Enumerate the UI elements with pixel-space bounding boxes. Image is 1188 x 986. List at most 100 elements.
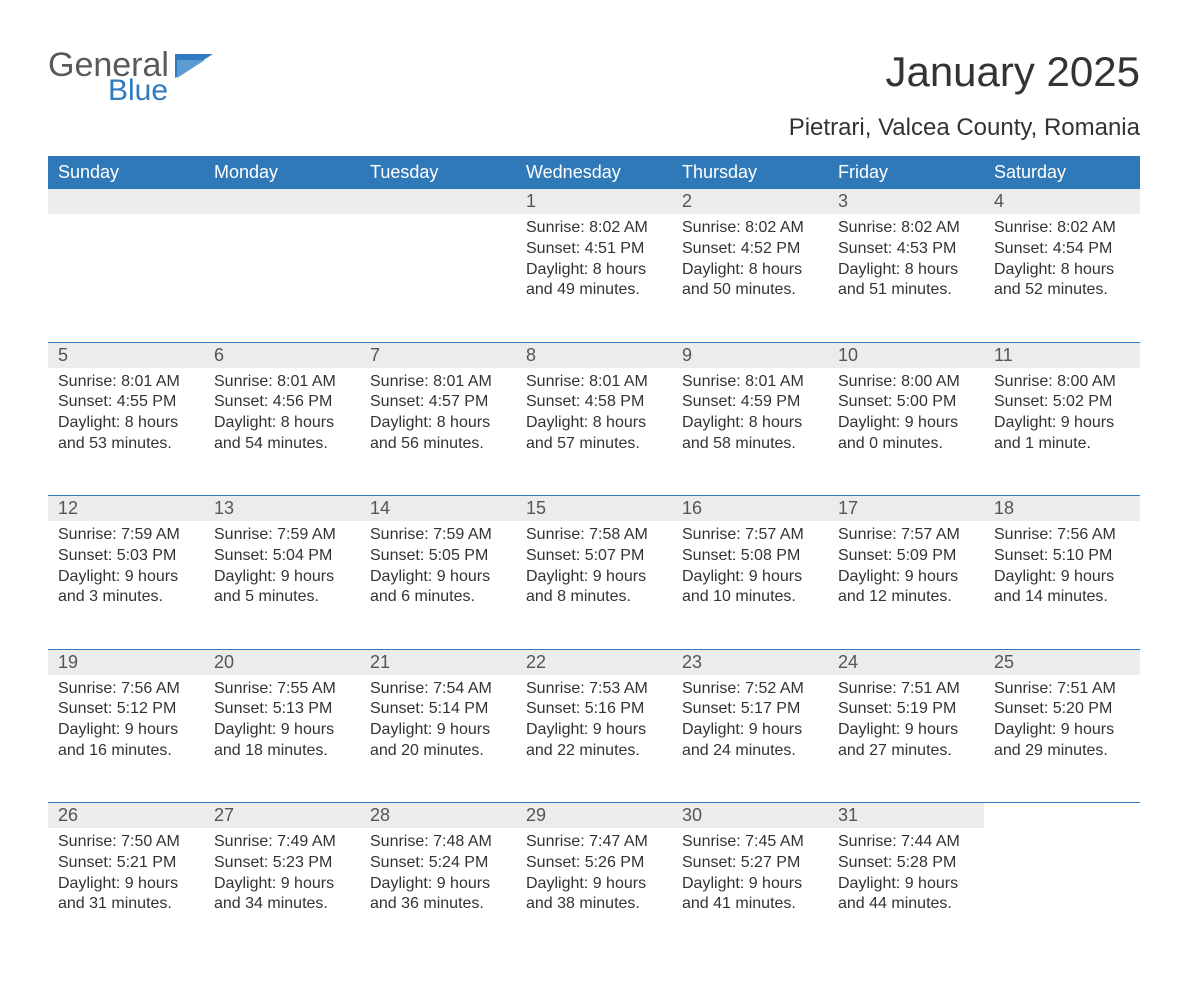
location-subtitle: Pietrari, Valcea County, Romania [789, 114, 1140, 142]
day-number: 8 [516, 343, 672, 368]
day-number: 12 [48, 496, 204, 521]
day-number [360, 189, 516, 214]
day-number: 6 [204, 343, 360, 368]
day-cell: Sunrise: 7:51 AMSunset: 5:19 PMDaylight:… [828, 675, 984, 803]
day-detail: Sunrise: 7:55 AMSunset: 5:13 PMDaylight:… [204, 675, 360, 776]
daynum-row: 12131415161718 [48, 496, 1140, 521]
day-cell: Sunrise: 7:55 AMSunset: 5:13 PMDaylight:… [204, 675, 360, 803]
weekday-header: Friday [828, 156, 984, 189]
day-number: 20 [204, 650, 360, 675]
day-number: 2 [672, 189, 828, 214]
day-cell: Sunrise: 7:58 AMSunset: 5:07 PMDaylight:… [516, 521, 672, 649]
day-number: 3 [828, 189, 984, 214]
day-content-row: Sunrise: 8:01 AMSunset: 4:55 PMDaylight:… [48, 368, 1140, 496]
day-cell: Sunrise: 8:02 AMSunset: 4:54 PMDaylight:… [984, 214, 1140, 342]
day-detail: Sunrise: 7:50 AMSunset: 5:21 PMDaylight:… [48, 828, 204, 929]
day-number: 22 [516, 650, 672, 675]
weekday-header: Sunday [48, 156, 204, 189]
day-detail: Sunrise: 8:01 AMSunset: 4:57 PMDaylight:… [360, 368, 516, 469]
day-detail: Sunrise: 7:51 AMSunset: 5:20 PMDaylight:… [984, 675, 1140, 776]
day-detail: Sunrise: 8:01 AMSunset: 4:58 PMDaylight:… [516, 368, 672, 469]
weekday-header: Thursday [672, 156, 828, 189]
day-detail: Sunrise: 8:01 AMSunset: 4:55 PMDaylight:… [48, 368, 204, 469]
logo-blue-text: Blue [108, 76, 169, 106]
day-cell [204, 214, 360, 342]
day-detail: Sunrise: 7:59 AMSunset: 5:04 PMDaylight:… [204, 521, 360, 622]
day-detail: Sunrise: 7:53 AMSunset: 5:16 PMDaylight:… [516, 675, 672, 776]
day-cell: Sunrise: 7:57 AMSunset: 5:08 PMDaylight:… [672, 521, 828, 649]
day-cell: Sunrise: 8:01 AMSunset: 4:56 PMDaylight:… [204, 368, 360, 496]
day-detail: Sunrise: 7:49 AMSunset: 5:23 PMDaylight:… [204, 828, 360, 929]
day-detail: Sunrise: 8:01 AMSunset: 4:56 PMDaylight:… [204, 368, 360, 469]
day-detail: Sunrise: 8:00 AMSunset: 5:00 PMDaylight:… [828, 368, 984, 469]
day-number: 7 [360, 343, 516, 368]
day-content-row: Sunrise: 7:56 AMSunset: 5:12 PMDaylight:… [48, 675, 1140, 803]
day-detail: Sunrise: 7:51 AMSunset: 5:19 PMDaylight:… [828, 675, 984, 776]
day-detail: Sunrise: 7:48 AMSunset: 5:24 PMDaylight:… [360, 828, 516, 929]
day-detail: Sunrise: 7:52 AMSunset: 5:17 PMDaylight:… [672, 675, 828, 776]
weekday-header-row: Sunday Monday Tuesday Wednesday Thursday… [48, 156, 1140, 189]
day-detail: Sunrise: 7:45 AMSunset: 5:27 PMDaylight:… [672, 828, 828, 929]
day-number: 4 [984, 189, 1140, 214]
day-cell: Sunrise: 8:01 AMSunset: 4:57 PMDaylight:… [360, 368, 516, 496]
day-cell: Sunrise: 7:47 AMSunset: 5:26 PMDaylight:… [516, 828, 672, 956]
day-cell: Sunrise: 7:48 AMSunset: 5:24 PMDaylight:… [360, 828, 516, 956]
day-cell: Sunrise: 7:59 AMSunset: 5:04 PMDaylight:… [204, 521, 360, 649]
weekday-header: Saturday [984, 156, 1140, 189]
day-detail: Sunrise: 7:56 AMSunset: 5:10 PMDaylight:… [984, 521, 1140, 622]
day-number: 11 [984, 343, 1140, 368]
day-number: 5 [48, 343, 204, 368]
day-cell [360, 214, 516, 342]
day-cell: Sunrise: 8:02 AMSunset: 4:51 PMDaylight:… [516, 214, 672, 342]
day-detail: Sunrise: 7:58 AMSunset: 5:07 PMDaylight:… [516, 521, 672, 622]
day-cell: Sunrise: 8:00 AMSunset: 5:02 PMDaylight:… [984, 368, 1140, 496]
header: General Blue January 2025 Pietrari, Valc… [48, 48, 1140, 152]
day-number: 31 [828, 803, 984, 828]
day-cell: Sunrise: 7:44 AMSunset: 5:28 PMDaylight:… [828, 828, 984, 956]
day-number: 18 [984, 496, 1140, 521]
day-number: 17 [828, 496, 984, 521]
day-content-row: Sunrise: 8:02 AMSunset: 4:51 PMDaylight:… [48, 214, 1140, 342]
day-detail: Sunrise: 7:56 AMSunset: 5:12 PMDaylight:… [48, 675, 204, 776]
day-cell: Sunrise: 7:51 AMSunset: 5:20 PMDaylight:… [984, 675, 1140, 803]
day-cell: Sunrise: 8:01 AMSunset: 4:55 PMDaylight:… [48, 368, 204, 496]
day-number: 26 [48, 803, 204, 828]
day-number: 13 [204, 496, 360, 521]
day-cell: Sunrise: 8:01 AMSunset: 4:58 PMDaylight:… [516, 368, 672, 496]
day-number [48, 189, 204, 214]
day-detail: Sunrise: 7:47 AMSunset: 5:26 PMDaylight:… [516, 828, 672, 929]
day-detail: Sunrise: 8:02 AMSunset: 4:54 PMDaylight:… [984, 214, 1140, 315]
month-title: January 2025 [789, 48, 1140, 96]
flag-icon [175, 54, 215, 82]
day-cell: Sunrise: 7:45 AMSunset: 5:27 PMDaylight:… [672, 828, 828, 956]
day-number: 30 [672, 803, 828, 828]
day-number: 14 [360, 496, 516, 521]
day-number: 19 [48, 650, 204, 675]
day-cell: Sunrise: 8:01 AMSunset: 4:59 PMDaylight:… [672, 368, 828, 496]
day-number: 27 [204, 803, 360, 828]
daynum-row: 1234 [48, 189, 1140, 214]
day-number: 16 [672, 496, 828, 521]
day-cell: Sunrise: 7:53 AMSunset: 5:16 PMDaylight:… [516, 675, 672, 803]
day-cell: Sunrise: 7:50 AMSunset: 5:21 PMDaylight:… [48, 828, 204, 956]
day-number: 24 [828, 650, 984, 675]
day-detail: Sunrise: 8:02 AMSunset: 4:52 PMDaylight:… [672, 214, 828, 315]
day-cell: Sunrise: 7:52 AMSunset: 5:17 PMDaylight:… [672, 675, 828, 803]
weekday-header: Tuesday [360, 156, 516, 189]
day-cell [984, 828, 1140, 956]
day-detail: Sunrise: 8:02 AMSunset: 4:53 PMDaylight:… [828, 214, 984, 315]
day-content-row: Sunrise: 7:50 AMSunset: 5:21 PMDaylight:… [48, 828, 1140, 956]
day-cell: Sunrise: 7:56 AMSunset: 5:12 PMDaylight:… [48, 675, 204, 803]
calendar-table: Sunday Monday Tuesday Wednesday Thursday… [48, 156, 1140, 956]
day-number: 29 [516, 803, 672, 828]
day-detail: Sunrise: 7:44 AMSunset: 5:28 PMDaylight:… [828, 828, 984, 929]
day-number [204, 189, 360, 214]
daynum-row: 262728293031 [48, 803, 1140, 828]
day-cell: Sunrise: 7:54 AMSunset: 5:14 PMDaylight:… [360, 675, 516, 803]
daynum-row: 19202122232425 [48, 650, 1140, 675]
day-detail: Sunrise: 7:54 AMSunset: 5:14 PMDaylight:… [360, 675, 516, 776]
day-detail: Sunrise: 8:01 AMSunset: 4:59 PMDaylight:… [672, 368, 828, 469]
day-detail: Sunrise: 7:57 AMSunset: 5:08 PMDaylight:… [672, 521, 828, 622]
day-cell: Sunrise: 7:59 AMSunset: 5:05 PMDaylight:… [360, 521, 516, 649]
day-cell: Sunrise: 8:02 AMSunset: 4:53 PMDaylight:… [828, 214, 984, 342]
